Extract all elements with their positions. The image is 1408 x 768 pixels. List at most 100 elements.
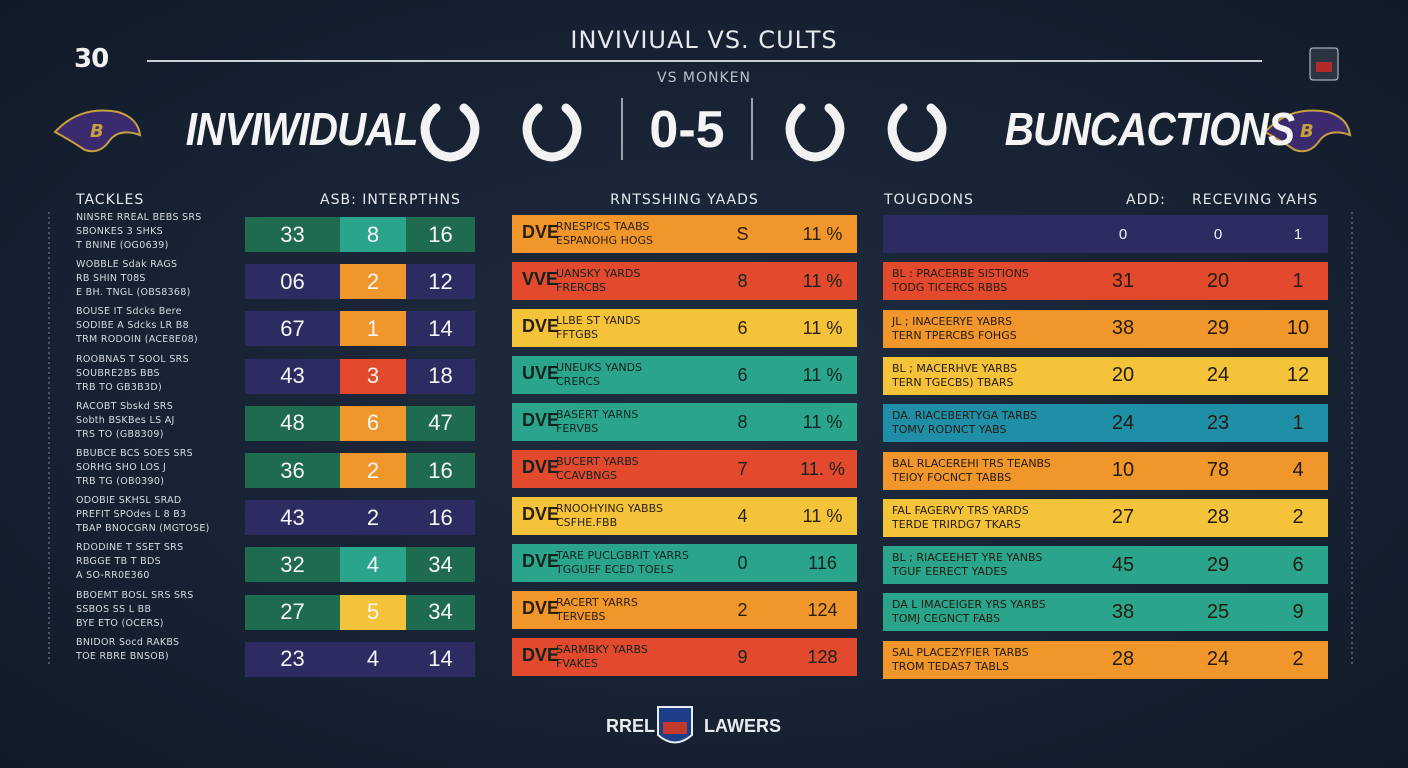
- stat-cell: 38: [1111, 600, 1135, 623]
- stat-cell: 11 %: [802, 364, 843, 385]
- row-line: RNOOHYING YABBS: [556, 502, 663, 515]
- footer-right: LAWERS: [704, 716, 782, 736]
- player-line: ODOBIE SKHSL SRAD: [76, 495, 182, 507]
- stat-cell: 8: [737, 270, 748, 291]
- row-line: TERDE TRIRDG7 TKARS: [892, 517, 1021, 531]
- score: 0-5: [649, 101, 725, 159]
- row-tag: DVE: [522, 598, 560, 618]
- stat-cell: 2: [340, 264, 406, 300]
- stat-cell: 11 %: [802, 317, 843, 338]
- stat-cell: 78: [1206, 459, 1230, 481]
- column-header: ASB: INTERPTHNS: [320, 192, 461, 208]
- stat-cell: 10: [1111, 459, 1135, 481]
- raven-logo-left: B: [53, 109, 142, 153]
- svg-text:B: B: [90, 121, 104, 142]
- stat-cell: 0: [1118, 225, 1128, 243]
- row-tag: DVE: [522, 551, 560, 571]
- row-band: [512, 638, 857, 676]
- row-band: [883, 215, 1328, 253]
- stat-cell: 3: [340, 358, 406, 394]
- row-tag: DVE: [522, 645, 560, 665]
- stat-cell: 10: [1286, 317, 1310, 340]
- stat-cell: 1: [1292, 269, 1304, 292]
- side-rules: [48, 212, 1353, 665]
- stat-cell: 27: [1111, 506, 1135, 529]
- row-line: TROM TEDAS7 TABLS: [892, 659, 1010, 673]
- player-line: TOE RBRE BNSOB): [76, 650, 169, 662]
- stat-cell: 20: [1111, 364, 1135, 387]
- row-band: [883, 451, 1328, 490]
- player-line: TRB TG (OB0390): [76, 476, 165, 487]
- player-line: Sobth BSKBes LS AJ: [76, 414, 175, 426]
- row-line: FAL FAGERVY TRS YARDS: [892, 503, 1029, 517]
- row-band: [883, 262, 1328, 301]
- stat-cell: 24: [1111, 411, 1135, 434]
- stat-cell: 2: [1292, 506, 1304, 529]
- stat-cell: 5: [340, 594, 406, 630]
- stat-cell: 4: [737, 505, 748, 526]
- player-line: BNIDOR Socd RAKBS: [76, 636, 180, 648]
- stat-cell: 1: [1293, 225, 1303, 243]
- row-line: FRERCBS: [556, 281, 607, 294]
- stat-cell: 43: [245, 500, 340, 536]
- row-line: DA L IMACEIGER YRS YARBS: [892, 598, 1046, 612]
- svg-text:B: B: [1300, 121, 1314, 142]
- row-line: CSFHE.FBB: [556, 516, 618, 529]
- stat-cell: 4: [1292, 459, 1304, 481]
- stat-cell: 9: [1292, 600, 1304, 623]
- row-band: [883, 593, 1328, 632]
- stat-cell: 128: [807, 646, 838, 667]
- player-line: RB SHIN T08S: [76, 273, 146, 285]
- row-line: UANSKY YARDS: [556, 267, 641, 280]
- stat-cell: 2: [1292, 648, 1304, 671]
- footer-left: RREL: [606, 716, 655, 736]
- player-line: BBOEMT BOSL SRS SRS: [76, 589, 194, 601]
- row-line: TOMJ CEGNCT FABS: [892, 612, 1001, 626]
- stat-cell: 24: [1206, 648, 1230, 671]
- row-band: [512, 403, 857, 441]
- player-line: BBUBCE BCS SOES SRS: [76, 448, 193, 459]
- stat-cell: 16: [406, 217, 475, 252]
- player-line: BOUSE IT Sdcks Bere: [76, 306, 182, 318]
- player-line: E BH. TNGL (OBS8368): [76, 287, 191, 299]
- stat-cell: 2: [340, 453, 406, 488]
- stat-cell: 16: [406, 500, 475, 536]
- row-line: FVAKES: [556, 657, 598, 670]
- row-line: FFTGBS: [556, 328, 599, 341]
- row-line: TERVEBS: [556, 610, 606, 623]
- row-line: BL ; MACERHVE YARBS: [892, 361, 1018, 375]
- row-tag: DVE: [522, 222, 560, 242]
- player-line: SSBOS SS L BB: [76, 603, 152, 615]
- stat-cell: 28: [1111, 648, 1135, 671]
- stat-cell: 7: [737, 458, 748, 479]
- stat-cell: 06: [245, 264, 340, 300]
- stat-cell: 14: [406, 311, 475, 347]
- player-line: PREFIT SPOdes L 8 B3: [76, 509, 187, 521]
- stat-cell: 16: [406, 453, 475, 488]
- row-line: FERVBS: [556, 422, 599, 435]
- row-line: SARMBKY YARBS: [556, 643, 648, 656]
- row-line: TGUF EERECT YADES: [892, 565, 1008, 579]
- row-line: DA. RIACEBERTYGA TARBS: [892, 409, 1038, 423]
- stat-cell: 24: [1206, 364, 1230, 387]
- row-band: [883, 498, 1328, 537]
- row-line: JL ; INACEERYE YABRS: [892, 314, 1013, 328]
- stat-cell: 1: [1292, 411, 1304, 434]
- stat-cell: 32: [245, 547, 340, 583]
- stat-cell: 48: [245, 405, 340, 441]
- stat-cell: S: [736, 223, 749, 244]
- player-line: SBONKES 3 SHKS: [76, 226, 163, 237]
- stat-cell: 23: [1206, 411, 1230, 434]
- stat-cell: 12: [1286, 364, 1310, 387]
- player-line: BYE ETO (OCERS): [76, 617, 164, 629]
- row-line: RACERT YARRS: [556, 596, 638, 609]
- stat-cell: 67: [245, 311, 340, 347]
- row-line: UNEUKS YANDS: [556, 361, 643, 374]
- row-line: TERN TPERCBS FOHGS: [892, 328, 1017, 342]
- stat-cell: 6: [737, 364, 748, 385]
- row-band: [512, 497, 857, 535]
- stat-cell: 4: [340, 547, 406, 583]
- league-shield: [657, 706, 693, 744]
